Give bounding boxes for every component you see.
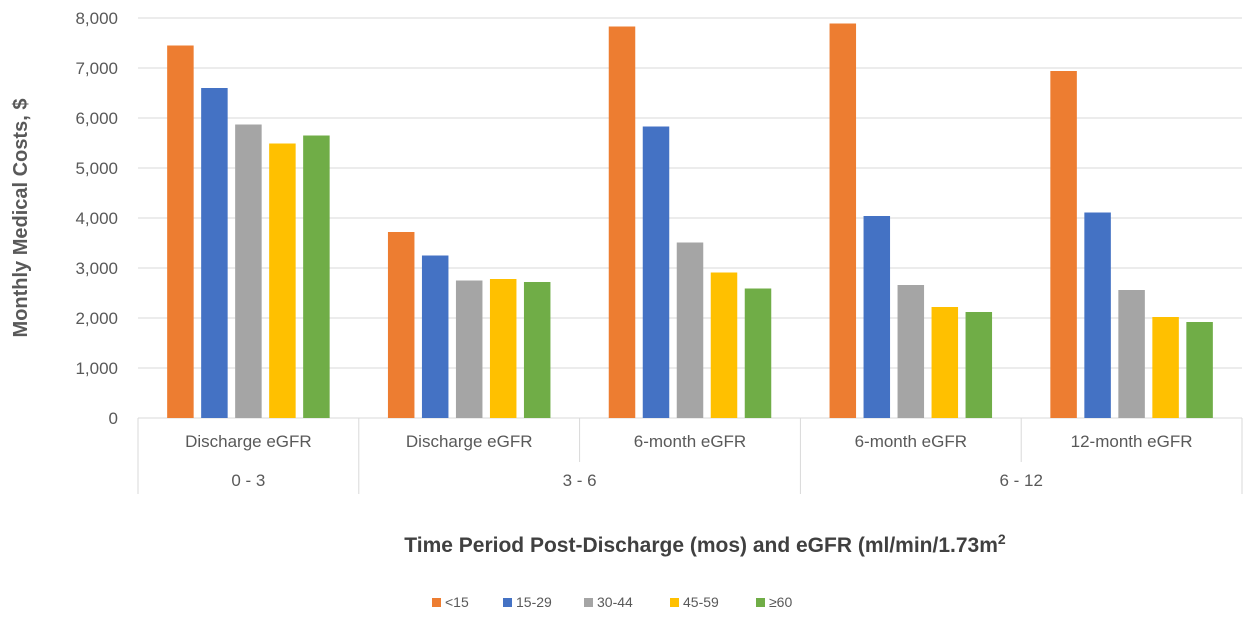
- y-tick-label: 0: [109, 409, 118, 428]
- y-tick-label: 3,000: [75, 259, 118, 278]
- legend-swatch-1: [503, 598, 512, 607]
- bar-1-series-4: [523, 282, 551, 418]
- bar-1-series-1: [421, 255, 449, 418]
- bar-4-series-0: [1050, 71, 1077, 418]
- group-label: 3 - 6: [563, 471, 597, 490]
- category-label: Discharge eGFR: [185, 432, 312, 451]
- legend-swatch-4: [756, 598, 765, 607]
- bar-3-series-0: [829, 23, 857, 418]
- category-label: 6-month eGFR: [855, 432, 967, 451]
- x-axis-title: Time Period Post-Discharge (mos) and eGF…: [404, 531, 1006, 557]
- category-label: 6-month eGFR: [634, 432, 746, 451]
- group-label: 6 - 12: [999, 471, 1042, 490]
- y-tick-label: 5,000: [75, 159, 118, 178]
- legend-label-0: <15: [445, 594, 469, 610]
- bar-1-series-2: [455, 280, 483, 418]
- legend-label-3: 45-59: [683, 594, 719, 610]
- y-tick-label: 1,000: [75, 359, 118, 378]
- y-axis-title: Monthly Medical Costs, $: [10, 99, 32, 338]
- bar-4-series-4: [1186, 322, 1213, 418]
- bar-4-series-1: [1084, 212, 1111, 418]
- bar-0-series-2: [235, 124, 262, 418]
- bar-3-series-1: [863, 216, 891, 418]
- bar-2-series-0: [608, 26, 636, 418]
- legend-label-4: ≥60: [769, 594, 792, 610]
- bar-2-series-2: [676, 242, 704, 418]
- bar-0-series-0: [167, 45, 194, 418]
- y-tick-label: 2,000: [75, 309, 118, 328]
- y-tick-label: 4,000: [75, 209, 118, 228]
- category-label: Discharge eGFR: [406, 432, 533, 451]
- legend-swatch-2: [584, 598, 593, 607]
- y-tick-label: 6,000: [75, 109, 118, 128]
- bar-0-series-4: [303, 135, 330, 418]
- y-tick-label: 7,000: [75, 59, 118, 78]
- bar-3-series-2: [897, 285, 925, 418]
- category-label: 12-month eGFR: [1071, 432, 1193, 451]
- y-tick-label: 8,000: [75, 9, 118, 28]
- legend-label-2: 30-44: [597, 594, 633, 610]
- bar-2-series-4: [744, 288, 772, 418]
- legend-swatch-3: [670, 598, 679, 607]
- bar-4-series-3: [1152, 317, 1179, 418]
- bar-1-series-0: [387, 232, 415, 418]
- group-label: 0 - 3: [231, 471, 265, 490]
- bar-2-series-3: [710, 272, 738, 418]
- legend-swatch-0: [432, 598, 441, 607]
- bar-0-series-3: [269, 143, 296, 418]
- bar-4-series-2: [1118, 290, 1145, 418]
- bar-0-series-1: [201, 88, 228, 418]
- legend-label-1: 15-29: [516, 594, 552, 610]
- bar-1-series-3: [489, 279, 517, 418]
- bar-3-series-3: [931, 307, 959, 418]
- bar-2-series-1: [642, 126, 670, 418]
- bar-3-series-4: [965, 312, 993, 418]
